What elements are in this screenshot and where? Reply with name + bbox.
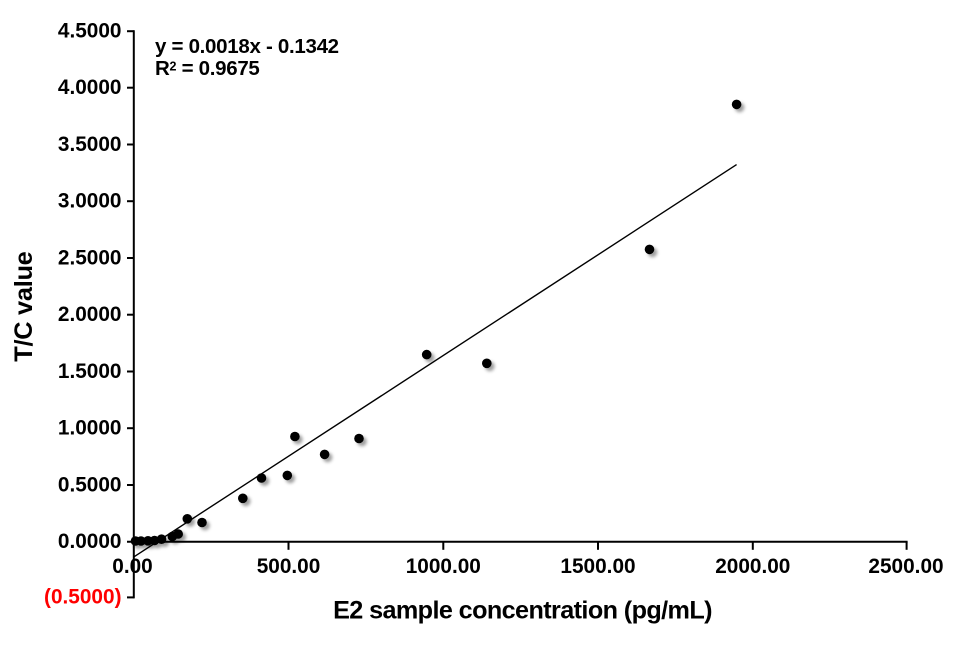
- svg-text:0.00: 0.00: [112, 555, 152, 578]
- svg-text:4.0000: 4.0000: [58, 76, 122, 99]
- svg-text:2500.00: 2500.00: [868, 555, 943, 578]
- svg-text:2000.00: 2000.00: [715, 555, 790, 578]
- svg-text:E2 sample concentration (pg/m: E2 sample concentration (pg/mL): [333, 597, 712, 625]
- svg-text:1500.00: 1500.00: [560, 555, 635, 578]
- svg-text:3.0000: 3.0000: [58, 190, 122, 213]
- svg-text:0.0000: 0.0000: [58, 530, 122, 553]
- svg-text:4.5000: 4.5000: [58, 20, 122, 43]
- svg-text:2.0000: 2.0000: [58, 303, 122, 326]
- svg-text:3.5000: 3.5000: [58, 133, 122, 156]
- svg-text:500.00: 500.00: [257, 555, 321, 578]
- svg-text:(0.5000): (0.5000): [44, 586, 121, 609]
- svg-text:1.5000: 1.5000: [58, 360, 122, 383]
- svg-text:1.0000: 1.0000: [58, 417, 122, 440]
- svg-text:y = 0.0018x - 0.1342: y = 0.0018x - 0.1342: [155, 35, 339, 58]
- svg-text:T/C value: T/C value: [10, 251, 38, 361]
- svg-text:1000.00: 1000.00: [406, 555, 481, 578]
- svg-text:2.5000: 2.5000: [58, 246, 122, 269]
- svg-text:0.5000: 0.5000: [58, 473, 122, 496]
- svg-text:R2 = 0.9675: R2 = 0.9675: [155, 57, 260, 80]
